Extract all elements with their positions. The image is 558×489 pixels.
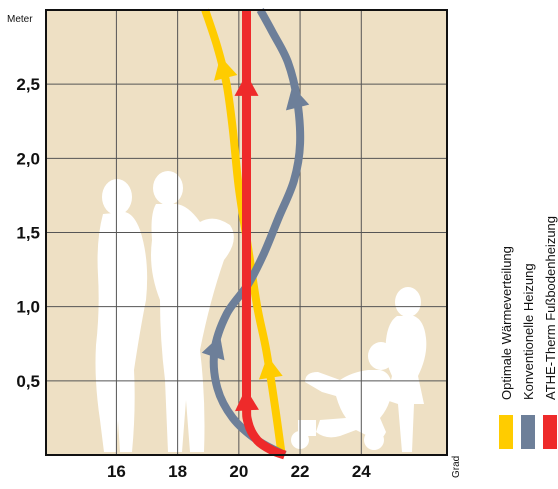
y-tick-label: 2,0	[16, 149, 40, 168]
legend-label: Konventionelle Heizung	[521, 263, 536, 400]
legend-label: Optimale Wärmeverteilung	[499, 246, 514, 400]
people-silhouettes	[95, 171, 427, 452]
y-tick-label: 1,5	[16, 224, 40, 243]
series-arrow-head	[234, 73, 259, 96]
man-silhouette	[151, 171, 234, 452]
series-arrow-head	[235, 388, 259, 412]
legend-swatch	[499, 415, 513, 449]
x-tick-labels: 16 18 20 22 24	[107, 462, 371, 481]
series-arrow-head	[201, 335, 225, 361]
x-axis-label: Grad	[451, 456, 462, 478]
plot-frame	[45, 9, 448, 456]
woman-silhouette	[95, 179, 148, 452]
y-tick-label: 1,0	[16, 298, 40, 317]
x-tick-label: 24	[352, 462, 371, 481]
series-line	[209, 8, 305, 459]
y-tick-label: 0,5	[16, 372, 40, 391]
legend-swatch	[521, 415, 535, 449]
legend-swatch	[543, 415, 557, 449]
girl-silhouette	[385, 287, 427, 452]
y-tick-labels: 0,5 1,0 1,5 2,0 2,5	[16, 75, 40, 391]
series-arrow-head	[214, 56, 238, 81]
y-tick-label: 2,5	[16, 75, 40, 94]
x-tick-label: 18	[168, 462, 187, 481]
series-2	[201, 8, 310, 459]
x-tick-label: 16	[107, 462, 126, 481]
legend-label: ATHE-Therm Fußbodenheizung	[543, 216, 558, 400]
x-tick-label: 22	[291, 462, 310, 481]
series-layer	[201, 8, 310, 460]
x-tick-label: 20	[229, 462, 248, 481]
legend: Optimale Wärmeverteilung Konventionelle H…	[499, 216, 558, 449]
series-3	[234, 10, 287, 460]
series-arrow-head	[285, 86, 310, 111]
y-axis-label: Meter	[7, 14, 33, 25]
series-arrow-head	[258, 355, 283, 380]
